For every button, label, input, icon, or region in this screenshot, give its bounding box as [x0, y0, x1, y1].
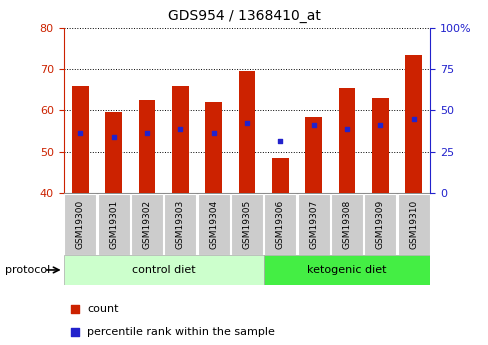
Text: GSM19310: GSM19310	[408, 200, 417, 249]
Bar	[172, 86, 188, 193]
Text: control diet: control diet	[131, 265, 195, 275]
Text: ketogenic diet: ketogenic diet	[306, 265, 386, 275]
Point	[70, 329, 78, 334]
Bar	[405, 55, 421, 193]
Bar	[297, 194, 329, 255]
Bar	[338, 88, 355, 193]
Bar	[264, 194, 296, 255]
Text: GSM19302: GSM19302	[142, 200, 151, 249]
Point	[176, 126, 184, 132]
Text: count: count	[87, 304, 119, 314]
Bar	[138, 100, 155, 193]
Text: GDS954 / 1368410_at: GDS954 / 1368410_at	[168, 9, 320, 23]
Bar	[63, 255, 263, 285]
Point	[409, 116, 417, 121]
Bar	[371, 98, 388, 193]
Bar	[330, 194, 362, 255]
Text: GSM19308: GSM19308	[342, 200, 351, 249]
Point	[343, 126, 350, 132]
Text: protocol: protocol	[5, 265, 50, 275]
Point	[70, 306, 78, 312]
Text: GSM19309: GSM19309	[375, 200, 384, 249]
Point	[142, 130, 150, 136]
Point	[109, 135, 117, 140]
Bar	[397, 194, 429, 255]
Point	[209, 130, 217, 136]
Point	[376, 122, 384, 128]
Text: percentile rank within the sample: percentile rank within the sample	[87, 327, 275, 337]
Text: GSM19306: GSM19306	[275, 200, 284, 249]
Bar	[98, 194, 129, 255]
Bar	[230, 194, 263, 255]
Text: GSM19304: GSM19304	[209, 200, 218, 249]
Text: GSM19307: GSM19307	[308, 200, 318, 249]
Point	[243, 120, 250, 126]
Text: GSM19305: GSM19305	[242, 200, 251, 249]
Bar	[271, 158, 288, 193]
Bar	[197, 194, 229, 255]
Bar	[205, 102, 222, 193]
Text: GSM19301: GSM19301	[109, 200, 118, 249]
Bar	[164, 194, 196, 255]
Point	[76, 130, 84, 136]
Bar	[72, 86, 88, 193]
Bar	[238, 71, 255, 193]
Bar	[64, 194, 96, 255]
Bar	[263, 255, 429, 285]
Bar	[105, 112, 122, 193]
Bar	[131, 194, 163, 255]
Point	[309, 122, 317, 128]
Point	[276, 139, 284, 144]
Bar	[364, 194, 395, 255]
Bar	[305, 117, 321, 193]
Text: GSM19303: GSM19303	[175, 200, 184, 249]
Text: GSM19300: GSM19300	[76, 200, 84, 249]
